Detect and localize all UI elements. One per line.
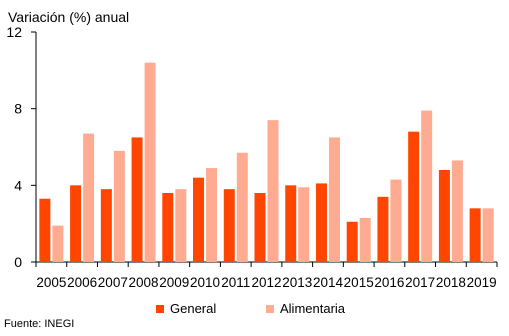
bar-general-2008: [131, 137, 143, 262]
y-tick-label: 0: [14, 254, 22, 270]
bar-alimentaria-2006: [83, 133, 95, 262]
y-tick-label: 4: [14, 177, 22, 193]
bar-alimentaria-2007: [113, 150, 125, 262]
bar-general-2017: [408, 131, 420, 262]
legend-item-general: General: [156, 301, 216, 316]
bar-alimentaria-2018: [451, 160, 463, 262]
bar-alimentaria-2008: [144, 62, 156, 262]
bar-alimentaria-2009: [175, 189, 187, 262]
bar-alimentaria-2013: [298, 187, 310, 262]
legend-label-general: General: [170, 301, 217, 316]
x-tick-label: 2007: [98, 275, 128, 290]
source-note: Fuente: INEGI: [4, 318, 75, 330]
legend-label-alimentaria: Alimentaria: [280, 301, 346, 316]
bar-general-2009: [162, 193, 174, 262]
bar-alimentaria-2010: [206, 168, 218, 262]
bar-alimentaria-2016: [390, 179, 402, 262]
bar-general-2014: [315, 183, 327, 262]
x-tick-label: 2019: [467, 275, 497, 290]
legend-item-alimentaria: Alimentaria: [266, 301, 345, 316]
bar-general-2016: [377, 196, 389, 262]
bar-general-2019: [469, 208, 481, 262]
x-tick-label: 2013: [282, 275, 312, 290]
bar-general-2013: [285, 185, 297, 262]
x-tick-label: 2005: [36, 275, 66, 290]
bar-general-2006: [70, 185, 82, 262]
bar-alimentaria-2005: [52, 225, 64, 262]
bar-alimentaria-2017: [421, 110, 433, 262]
bar-alimentaria-2015: [359, 217, 371, 262]
bar-general-2011: [223, 189, 235, 262]
bar-alimentaria-2012: [267, 120, 279, 263]
x-tick-label: 2018: [436, 275, 466, 290]
x-tick-label: 2009: [159, 275, 189, 290]
bar-general-2010: [193, 177, 205, 262]
bar-alimentaria-2014: [328, 137, 340, 262]
y-axis-label: Variación (%) anual: [8, 9, 130, 25]
x-tick-label: 2014: [313, 275, 344, 290]
legend-swatch-alimentaria: [266, 304, 274, 313]
bar-general-2007: [100, 189, 112, 262]
bar-general-2018: [438, 170, 450, 262]
x-tick-label: 2006: [67, 275, 97, 290]
y-tick-label: 12: [6, 24, 22, 40]
x-tick-label: 2008: [129, 275, 159, 290]
x-tick-label: 2011: [221, 275, 250, 290]
bar-general-2005: [39, 198, 51, 262]
x-tick-label: 2010: [190, 275, 220, 290]
x-tick-label: 2012: [251, 275, 281, 290]
x-tick-label: 2017: [405, 275, 435, 290]
bar-alimentaria-2019: [482, 208, 494, 262]
bar-alimentaria-2011: [236, 152, 248, 262]
bar-general-2015: [346, 221, 358, 262]
legend-swatch-general: [156, 304, 164, 313]
y-tick-label: 8: [14, 101, 22, 117]
x-tick-label: 2015: [344, 275, 374, 290]
x-tick-label: 2016: [374, 275, 404, 290]
bar-general-2012: [254, 193, 266, 262]
